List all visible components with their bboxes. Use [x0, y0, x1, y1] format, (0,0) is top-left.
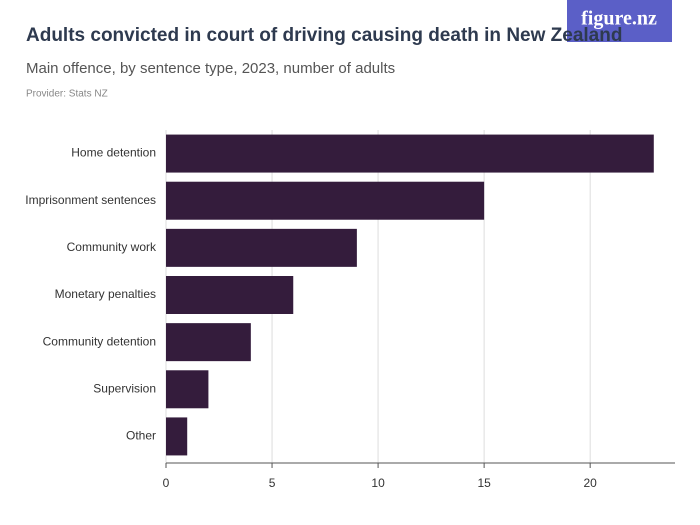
- bar: [166, 228, 357, 267]
- x-tick-label: 10: [371, 476, 385, 490]
- logo: figure.nz: [581, 8, 657, 30]
- bar: [166, 370, 209, 409]
- bar: [166, 134, 654, 173]
- bar: [166, 323, 251, 362]
- chart-subtitle: Main offence, by sentence type, 2023, nu…: [26, 60, 395, 77]
- y-tick-label: Community work: [67, 240, 157, 254]
- x-tick-label: 20: [583, 476, 597, 490]
- x-tick-label: 15: [477, 476, 491, 490]
- source: Provider: Stats NZ: [26, 89, 108, 100]
- y-tick-label: Monetary penalties: [55, 287, 156, 301]
- x-tick-label: 5: [269, 476, 276, 490]
- y-tick-label: Other: [126, 429, 156, 443]
- y-tick-label: Imprisonment sentences: [25, 193, 156, 207]
- y-tick-label: Home detention: [71, 146, 156, 160]
- bar: [166, 417, 188, 456]
- bar: [166, 276, 294, 314]
- chart-title: Adults convicted in court of driving cau…: [26, 25, 622, 46]
- bar: [166, 181, 485, 220]
- logo-box: [567, 0, 672, 42]
- x-tick-label: 0: [163, 476, 170, 490]
- y-tick-label: Community detention: [43, 334, 156, 348]
- y-tick-label: Supervision: [93, 381, 156, 395]
